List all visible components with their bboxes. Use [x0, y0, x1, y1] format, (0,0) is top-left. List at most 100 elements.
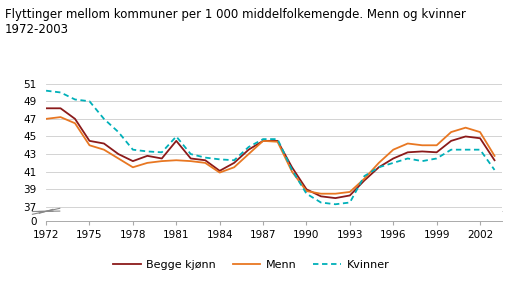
Menn [404, 142, 411, 145]
Begge kjønn [492, 158, 498, 162]
Kvinner [289, 168, 295, 171]
Kvinner [115, 130, 121, 134]
Begge kjønn [217, 169, 223, 173]
Menn [202, 161, 208, 165]
Kvinner [419, 159, 425, 163]
Begge kjønn [130, 159, 136, 163]
Begge kjønn [144, 154, 151, 158]
Begge kjønn [231, 161, 237, 165]
Kvinner [462, 148, 468, 151]
Kvinner [347, 201, 353, 204]
Menn [304, 189, 310, 193]
Legend: Begge kjønn, Menn, Kvinner: Begge kjønn, Menn, Kvinner [109, 256, 394, 275]
Kvinner [404, 157, 411, 160]
Kvinner [130, 148, 136, 151]
Kvinner [332, 203, 338, 206]
Menn [246, 152, 252, 156]
Line: Kvinner: Kvinner [46, 91, 495, 204]
Kvinner [173, 135, 179, 138]
Begge kjønn [188, 157, 194, 160]
Menn [434, 143, 440, 147]
Line: Begge kjønn: Begge kjønn [46, 108, 495, 198]
Menn [173, 158, 179, 162]
Menn [361, 177, 368, 181]
Kvinner [361, 174, 368, 178]
Kvinner [202, 156, 208, 159]
Kvinner [231, 158, 237, 162]
Begge kjønn [57, 107, 63, 110]
Menn [332, 192, 338, 195]
Kvinner [87, 100, 93, 103]
Begge kjønn [101, 142, 107, 145]
Menn [130, 166, 136, 169]
Kvinner [477, 148, 483, 151]
Begge kjønn [173, 139, 179, 143]
Menn [72, 122, 78, 125]
Menn [492, 154, 498, 158]
Line: Menn: Menn [46, 117, 495, 194]
Kvinner [304, 192, 310, 195]
Begge kjønn [72, 117, 78, 121]
Kvinner [159, 151, 165, 154]
Menn [419, 143, 425, 147]
Menn [87, 143, 93, 147]
Menn [448, 130, 454, 134]
Menn [57, 115, 63, 119]
Begge kjønn [159, 157, 165, 160]
Begge kjønn [404, 151, 411, 154]
Begge kjønn [115, 152, 121, 156]
Kvinner [376, 166, 382, 169]
Text: Flyttinger mellom kommuner per 1 000 middelfolkemengde. Menn og kvinner
1972-200: Flyttinger mellom kommuner per 1 000 mid… [5, 8, 466, 37]
Begge kjønn [434, 151, 440, 154]
Begge kjønn [304, 188, 310, 191]
Begge kjønn [260, 139, 266, 143]
Menn [390, 148, 396, 151]
Menn [159, 159, 165, 163]
Kvinner [318, 201, 324, 204]
Begge kjønn [448, 139, 454, 143]
Begge kjønn [361, 179, 368, 182]
Kvinner [101, 117, 107, 121]
Begge kjønn [332, 196, 338, 200]
Kvinner [188, 152, 194, 156]
Begge kjønn [289, 166, 295, 169]
Begge kjønn [419, 150, 425, 153]
Kvinner [144, 150, 151, 153]
Begge kjønn [376, 166, 382, 169]
Menn [231, 166, 237, 169]
Menn [43, 117, 49, 121]
Kvinner [57, 91, 63, 94]
Begge kjønn [43, 107, 49, 110]
Kvinner [72, 98, 78, 101]
Begge kjønn [477, 136, 483, 140]
Kvinner [390, 161, 396, 165]
Menn [115, 157, 121, 160]
Menn [274, 140, 281, 143]
Menn [347, 190, 353, 194]
Begge kjønn [347, 194, 353, 197]
Menn [217, 171, 223, 174]
Kvinner [492, 168, 498, 171]
Menn [289, 170, 295, 173]
Begge kjønn [318, 195, 324, 198]
Begge kjønn [87, 139, 93, 143]
Kvinner [448, 148, 454, 151]
Menn [101, 148, 107, 151]
Menn [318, 192, 324, 195]
Begge kjønn [462, 135, 468, 138]
Begge kjønn [274, 139, 281, 143]
Kvinner [217, 158, 223, 161]
Menn [188, 159, 194, 163]
Begge kjønn [202, 158, 208, 162]
Begge kjønn [246, 148, 252, 151]
Kvinner [260, 138, 266, 141]
Menn [477, 130, 483, 134]
Menn [144, 161, 151, 165]
Kvinner [274, 138, 281, 141]
Begge kjønn [390, 157, 396, 160]
Menn [462, 126, 468, 129]
Menn [260, 139, 266, 143]
Kvinner [43, 89, 49, 92]
Menn [376, 161, 382, 165]
Kvinner [246, 145, 252, 149]
